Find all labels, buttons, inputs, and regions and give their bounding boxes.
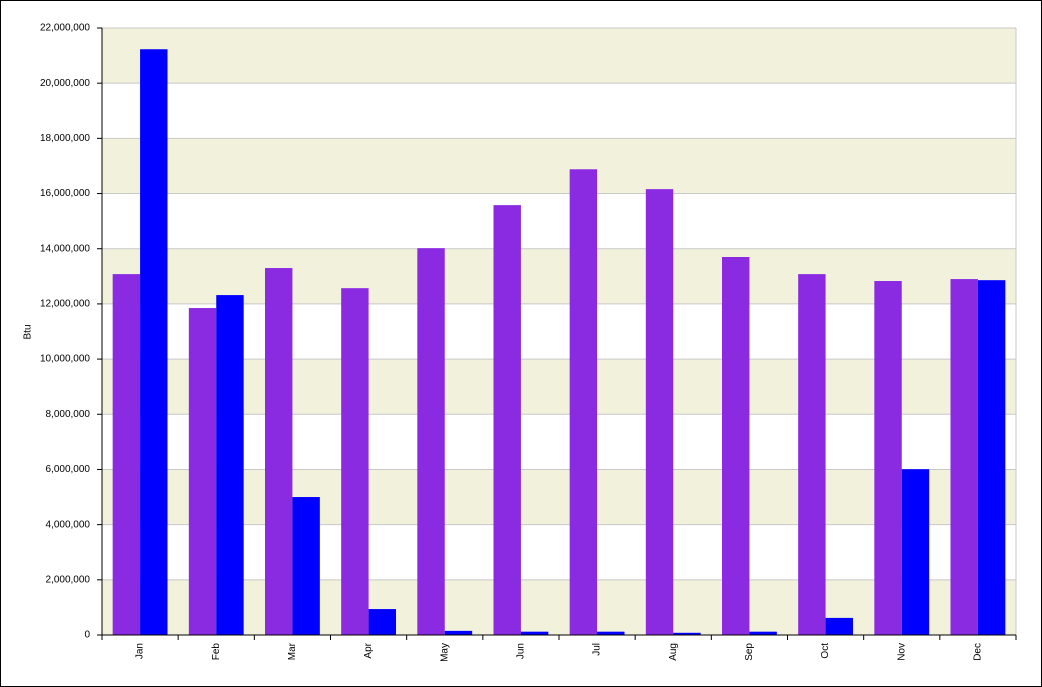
bands bbox=[102, 28, 1016, 635]
x-tick-label: May bbox=[439, 643, 450, 662]
bar bbox=[140, 49, 168, 636]
x-tick-label: Dec bbox=[973, 643, 984, 661]
y-tick-label: 8,000,000 bbox=[46, 409, 91, 420]
bar bbox=[493, 205, 521, 635]
x-tick-label: Jan bbox=[135, 643, 146, 659]
bar bbox=[825, 617, 854, 635]
bar bbox=[264, 268, 293, 635]
bar bbox=[569, 169, 598, 636]
bar bbox=[216, 295, 244, 635]
y-tick-label: 18,000,000 bbox=[40, 133, 90, 144]
band bbox=[102, 524, 1016, 580]
band bbox=[102, 28, 1016, 84]
bar bbox=[417, 248, 445, 635]
bar bbox=[520, 631, 549, 635]
bar bbox=[292, 497, 320, 635]
bar bbox=[444, 630, 473, 635]
band bbox=[102, 414, 1016, 470]
y-tick-label: 2,000,000 bbox=[46, 574, 91, 585]
y-tick-label: 4,000,000 bbox=[46, 519, 91, 530]
x-tick-label: Apr bbox=[363, 642, 374, 658]
bar bbox=[673, 632, 701, 635]
y-tick-label: 0 bbox=[84, 630, 90, 641]
bar bbox=[112, 274, 141, 635]
bar bbox=[188, 308, 217, 635]
y-tick-label: 10,000,000 bbox=[40, 354, 90, 365]
band bbox=[102, 193, 1016, 249]
bar bbox=[368, 609, 397, 635]
x-tick-label: Sep bbox=[744, 643, 755, 661]
bar bbox=[645, 189, 674, 635]
band bbox=[102, 303, 1016, 360]
x-tick-label: Aug bbox=[668, 643, 679, 661]
x-tick-label: Jun bbox=[516, 643, 527, 659]
x-tick-label: Nov bbox=[896, 643, 907, 661]
y-tick-label: 12,000,000 bbox=[40, 299, 90, 310]
y-axis-label: Btu bbox=[23, 324, 34, 339]
x-tick-label: Oct bbox=[820, 643, 831, 659]
bar bbox=[901, 469, 930, 635]
bar bbox=[597, 631, 625, 635]
bar bbox=[721, 257, 750, 635]
y-tick-label: 16,000,000 bbox=[40, 188, 90, 199]
x-tick-label: Jul bbox=[592, 643, 603, 656]
y-tick-label: 22,000,000 bbox=[40, 23, 90, 34]
bar bbox=[977, 280, 1006, 635]
band bbox=[102, 83, 1016, 139]
band bbox=[102, 248, 1016, 304]
bar bbox=[874, 281, 902, 635]
bar bbox=[798, 274, 826, 635]
y-tick-label: 6,000,000 bbox=[46, 464, 91, 475]
band bbox=[102, 579, 1016, 635]
y-tick-label: 20,000,000 bbox=[40, 78, 90, 89]
bar bbox=[749, 631, 777, 635]
band bbox=[102, 359, 1016, 415]
bar bbox=[950, 279, 978, 635]
bar bbox=[341, 288, 369, 635]
band bbox=[102, 469, 1016, 525]
x-tick-label: Mar bbox=[287, 642, 298, 660]
y-tick-label: 14,000,000 bbox=[40, 243, 90, 254]
x-tick-label: Feb bbox=[211, 643, 222, 661]
band bbox=[102, 138, 1016, 194]
